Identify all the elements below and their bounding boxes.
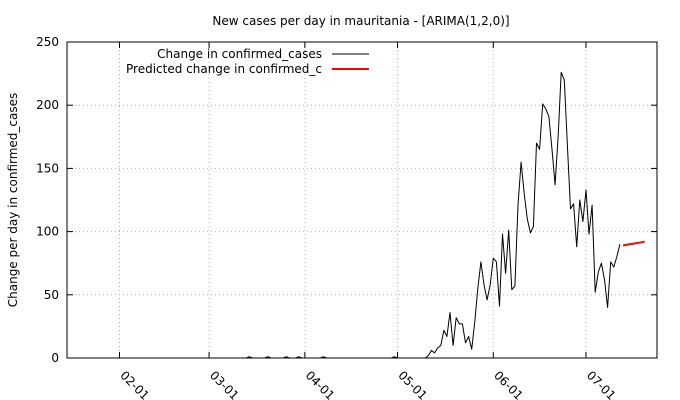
y-tick-label: 150: [36, 161, 59, 175]
chart-title: New cases per day in mauritania - [ARIMA…: [212, 14, 509, 28]
y-tick-label: 0: [51, 351, 59, 365]
y-tick-label: 250: [36, 35, 59, 49]
y-tick-label: 200: [36, 98, 59, 112]
legend-label-predicted: Predicted change in confirmed_c: [126, 62, 322, 76]
legend: Change in confirmed_cases Predicted chan…: [126, 47, 369, 76]
y-tick-label: 50: [44, 288, 59, 302]
series-line-observed: [67, 71, 621, 359]
y-axis-label: Change per day in confirmed_cases: [6, 93, 20, 308]
series-line-predicted: [622, 240, 645, 247]
y-tick-label: 100: [36, 225, 59, 239]
grid: [67, 42, 657, 358]
legend-label-observed: Change in confirmed_cases: [157, 47, 322, 61]
series-group: [67, 71, 645, 359]
